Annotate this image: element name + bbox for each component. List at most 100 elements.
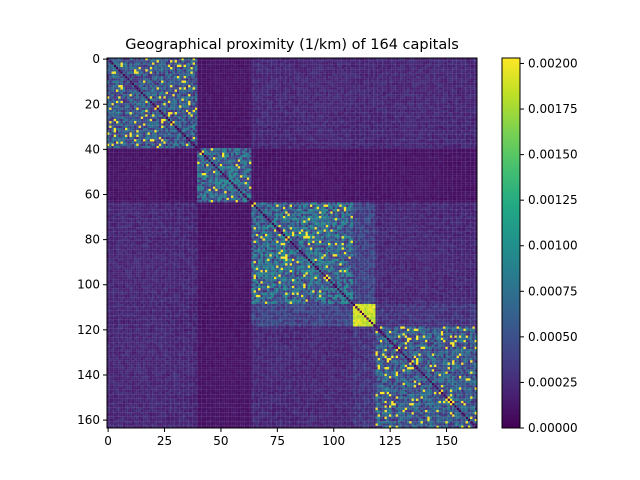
heatmap-cell	[161, 94, 163, 96]
heatmap-cell	[247, 101, 249, 103]
heatmap-cell	[454, 72, 456, 74]
heatmap-cell	[468, 83, 470, 85]
heatmap-cell	[312, 72, 314, 74]
heatmap-cell	[240, 103, 242, 105]
heatmap-cell	[346, 105, 348, 107]
heatmap-cell	[184, 94, 186, 96]
heatmap-cell	[267, 60, 269, 62]
heatmap-cell	[364, 83, 366, 85]
heatmap-cell	[139, 90, 141, 92]
heatmap-cell	[321, 101, 323, 103]
heatmap-cell	[109, 78, 111, 80]
heatmap-cell	[439, 72, 441, 74]
heatmap-cell	[148, 99, 150, 101]
heatmap-cell	[224, 112, 226, 114]
heatmap-cell	[238, 96, 240, 98]
heatmap-cell	[166, 123, 168, 125]
heatmap-cell	[166, 83, 168, 85]
heatmap-cell	[366, 78, 368, 80]
heatmap-cell	[423, 65, 425, 67]
heatmap-cell	[238, 92, 240, 94]
heatmap-cell	[351, 92, 353, 94]
heatmap-cell	[287, 96, 289, 98]
heatmap-cell	[195, 67, 197, 69]
heatmap-cell	[195, 101, 197, 103]
heatmap-cell	[256, 126, 258, 128]
heatmap-cell	[163, 99, 165, 101]
heatmap-cell	[274, 69, 276, 71]
heatmap-cell	[260, 67, 262, 69]
heatmap-cell	[335, 96, 337, 98]
heatmap-cell	[220, 123, 222, 125]
heatmap-cell	[278, 103, 280, 105]
heatmap-cell	[290, 103, 292, 105]
heatmap-cell	[204, 96, 206, 98]
heatmap-cell	[193, 90, 195, 92]
heatmap-cell	[369, 101, 371, 103]
heatmap-cell	[193, 108, 195, 110]
heatmap-cell	[348, 103, 350, 105]
heatmap-cell	[285, 60, 287, 62]
heatmap-cell	[229, 87, 231, 89]
heatmap-cell	[227, 60, 229, 62]
heatmap-cell	[287, 85, 289, 87]
heatmap-cell	[459, 92, 461, 94]
heatmap-cell	[139, 81, 141, 83]
heatmap-cell	[166, 117, 168, 119]
heatmap-cell	[161, 72, 163, 74]
heatmap-cell	[357, 81, 359, 83]
heatmap-cell	[215, 67, 217, 69]
heatmap-cell	[434, 92, 436, 94]
heatmap-cell	[470, 60, 472, 62]
heatmap-cell	[425, 92, 427, 94]
heatmap-cell	[222, 63, 224, 65]
heatmap-cell	[301, 83, 303, 85]
heatmap-cell	[215, 85, 217, 87]
heatmap-cell	[125, 90, 127, 92]
heatmap-cell	[177, 117, 179, 119]
heatmap-cell	[371, 94, 373, 96]
heatmap-cell	[342, 105, 344, 107]
heatmap-cell	[159, 74, 161, 76]
heatmap-cell	[260, 69, 262, 71]
heatmap-cell	[378, 83, 380, 85]
heatmap-cell	[218, 60, 220, 62]
heatmap-cell	[445, 105, 447, 107]
heatmap-cell	[364, 101, 366, 103]
heatmap-cell	[400, 83, 402, 85]
heatmap-cell	[263, 121, 265, 123]
heatmap-cell	[260, 87, 262, 89]
heatmap-cell	[211, 87, 213, 89]
heatmap-cell	[459, 87, 461, 89]
heatmap-cell	[448, 63, 450, 65]
heatmap-cell	[461, 96, 463, 98]
heatmap-cell	[425, 105, 427, 107]
heatmap-cell	[276, 90, 278, 92]
heatmap-cell	[425, 90, 427, 92]
heatmap-cell	[466, 81, 468, 83]
heatmap-cell	[461, 112, 463, 114]
heatmap-cell	[125, 94, 127, 96]
heatmap-cell	[324, 121, 326, 123]
heatmap-cell	[297, 123, 299, 125]
heatmap-cell	[229, 65, 231, 67]
heatmap-cell	[425, 60, 427, 62]
heatmap-cell	[281, 103, 283, 105]
heatmap-cell	[364, 78, 366, 80]
heatmap-cell	[272, 126, 274, 128]
heatmap-cell	[145, 85, 147, 87]
heatmap-cell	[114, 85, 116, 87]
heatmap-cell	[414, 74, 416, 76]
heatmap-cell	[330, 83, 332, 85]
heatmap-cell	[283, 121, 285, 123]
heatmap-cell	[215, 99, 217, 101]
heatmap-cell	[209, 81, 211, 83]
heatmap-cell	[450, 101, 452, 103]
heatmap-cell	[276, 87, 278, 89]
heatmap-cell	[335, 78, 337, 80]
heatmap-cell	[306, 123, 308, 125]
heatmap-cell	[116, 123, 118, 125]
heatmap-cell	[387, 81, 389, 83]
heatmap-cell	[263, 87, 265, 89]
